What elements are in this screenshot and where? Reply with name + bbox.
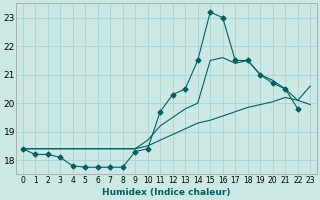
X-axis label: Humidex (Indice chaleur): Humidex (Indice chaleur)	[102, 188, 231, 197]
